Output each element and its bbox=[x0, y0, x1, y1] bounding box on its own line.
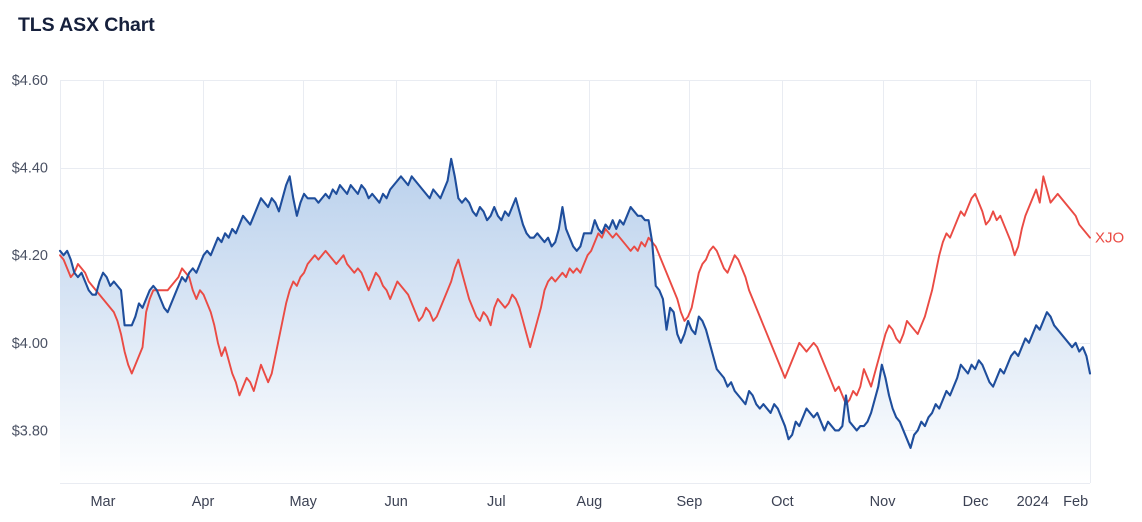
y-tick-label-1: $4.40 bbox=[12, 161, 48, 177]
y-tick-label-0: $4.60 bbox=[12, 73, 48, 89]
x-tick-label-2: May bbox=[289, 494, 317, 510]
y-tick-label-4: $3.80 bbox=[12, 423, 48, 439]
x-tick-label-4: Jul bbox=[487, 494, 506, 510]
x-axis-tick-labels: Mar Apr May Jun Jul Aug Sep Oct Nov Dec 2024 Feb bbox=[90, 494, 1088, 510]
tls-line[interactable] bbox=[58, 157, 1092, 450]
x-tick-label-9: Dec bbox=[963, 494, 989, 510]
tls-area-fill bbox=[60, 158, 1090, 483]
y-tick-label-2: $4.20 bbox=[12, 248, 48, 264]
y-tick-label-3: $4.00 bbox=[12, 336, 48, 352]
x-tick-label-10: 2024 bbox=[1017, 494, 1049, 510]
xjo-series-label: XJO bbox=[1095, 230, 1124, 247]
x-tick-label-3: Jun bbox=[384, 494, 407, 510]
x-tick-label-7: Oct bbox=[771, 494, 794, 510]
x-tick-label-11: Feb bbox=[1063, 494, 1088, 510]
x-tick-label-0: Mar bbox=[90, 494, 115, 510]
page-title: TLS ASX Chart bbox=[18, 14, 155, 36]
xjo-line[interactable] bbox=[59, 175, 1091, 406]
x-tick-label-8: Nov bbox=[870, 494, 897, 510]
y-axis-tick-labels: $4.60 $4.40 $4.20 $4.00 $3.80 bbox=[12, 73, 48, 439]
x-tick-label-1: Apr bbox=[192, 494, 215, 510]
x-tick-label-6: Sep bbox=[677, 494, 703, 510]
x-tick-label-5: Aug bbox=[576, 494, 602, 510]
